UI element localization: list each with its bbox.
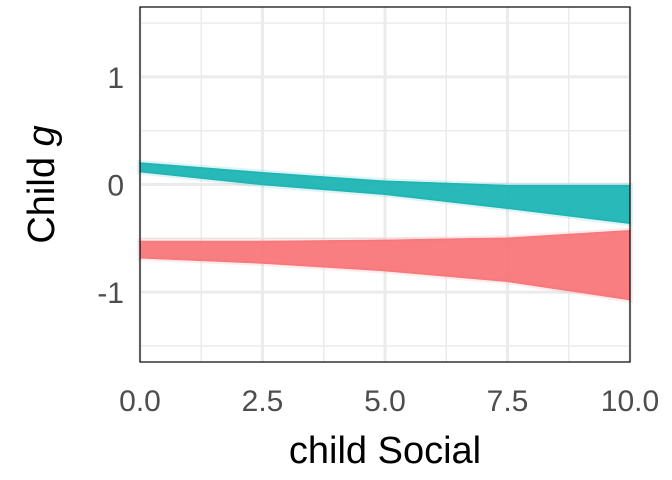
y-tick-label: -1 (97, 277, 124, 310)
x-tick-label: 7.5 (487, 385, 529, 418)
x-tick-label: 10.0 (601, 385, 659, 418)
y-axis-title-main: Child (21, 146, 63, 243)
y-tick-label: 1 (107, 62, 124, 95)
x-tick-labels: 0.0 2.5 5.0 7.5 10.0 (119, 385, 659, 418)
y-tick-labels: -1 0 1 (97, 62, 124, 310)
x-axis-title: child Social (289, 430, 481, 472)
y-axis-title-italic: g (21, 125, 63, 146)
y-axis-title: Child g (21, 125, 63, 243)
x-tick-label: 0.0 (119, 385, 161, 418)
band-upper-edge (139, 162, 630, 187)
band-lower-edge (139, 170, 631, 224)
panel-border (139, 6, 631, 363)
band-upper-edge (140, 230, 631, 243)
x-tick-label: 2.5 (242, 385, 284, 418)
x-tick-label: 5.0 (364, 385, 406, 418)
y-tick-label: 0 (107, 170, 124, 203)
band-lower-edge (139, 256, 631, 301)
